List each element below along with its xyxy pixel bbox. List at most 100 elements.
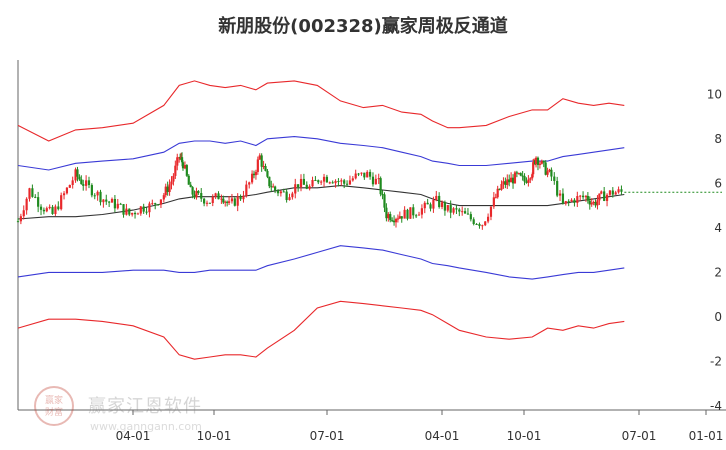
candle-body bbox=[294, 184, 297, 194]
candle-body bbox=[266, 170, 269, 177]
candle-body bbox=[556, 180, 559, 196]
candle-body bbox=[131, 212, 134, 215]
candle-body bbox=[455, 208, 458, 210]
candle-body bbox=[268, 176, 271, 187]
candle-body bbox=[305, 184, 308, 189]
candle-body bbox=[148, 203, 151, 213]
candle-body bbox=[108, 201, 111, 203]
candle-body bbox=[420, 208, 423, 215]
candle-body bbox=[548, 169, 551, 172]
candle-body bbox=[22, 210, 25, 217]
candle-body bbox=[151, 203, 154, 205]
candle-body bbox=[586, 195, 589, 201]
candle-body bbox=[527, 179, 530, 183]
candle-body bbox=[264, 166, 267, 171]
y-tick-label: 8 bbox=[714, 132, 722, 146]
candle-body bbox=[166, 186, 169, 193]
candle-body bbox=[272, 186, 275, 188]
candle-body bbox=[570, 199, 573, 202]
candle-body bbox=[567, 201, 570, 203]
candle-body bbox=[262, 166, 265, 168]
candle-body bbox=[409, 207, 412, 219]
candle-body bbox=[245, 184, 248, 197]
candle-body bbox=[39, 206, 43, 210]
candle-body bbox=[236, 196, 239, 206]
candle-body bbox=[492, 197, 495, 207]
candle-body bbox=[351, 178, 354, 181]
candle-body bbox=[185, 165, 188, 176]
candle-body bbox=[51, 206, 54, 214]
candle-body bbox=[391, 220, 394, 222]
candle-body bbox=[377, 178, 380, 180]
candle-body bbox=[113, 198, 116, 209]
candle-body bbox=[258, 155, 261, 160]
candle-body bbox=[285, 191, 288, 201]
x-tick-label: 01-01 bbox=[689, 429, 724, 443]
candle-body bbox=[598, 193, 601, 201]
candle-body bbox=[371, 176, 375, 185]
candle-body bbox=[525, 181, 528, 183]
candle-body bbox=[385, 207, 388, 219]
candle-body bbox=[517, 173, 520, 175]
candle-body bbox=[197, 191, 200, 194]
candle-body bbox=[550, 169, 553, 177]
y-tick-label: 6 bbox=[714, 176, 722, 190]
candle-body bbox=[102, 199, 105, 203]
candle-body bbox=[508, 179, 511, 183]
candle-body bbox=[423, 202, 426, 209]
candle-body bbox=[540, 160, 543, 164]
candle-body bbox=[484, 221, 487, 226]
chart-title: 新朋股份(002328)赢家周极反通道 bbox=[218, 16, 508, 37]
candle-body bbox=[31, 188, 34, 197]
candle-body bbox=[168, 184, 171, 193]
series-line-outer-lower bbox=[17, 300, 625, 360]
candle-body bbox=[603, 191, 606, 201]
candle-body bbox=[189, 184, 192, 188]
candle-body bbox=[122, 204, 125, 215]
candle-body bbox=[513, 172, 517, 184]
candle-body bbox=[42, 209, 46, 212]
candle-body bbox=[383, 194, 386, 208]
y-tick-label: -4 bbox=[710, 399, 722, 413]
candle-body bbox=[142, 206, 145, 212]
candle-body bbox=[381, 194, 384, 196]
candle-body bbox=[80, 179, 83, 185]
candle-body bbox=[195, 191, 198, 198]
candle-body bbox=[412, 207, 415, 216]
candle-body bbox=[99, 191, 102, 203]
candle-body bbox=[291, 193, 294, 198]
candle-body bbox=[588, 200, 591, 205]
candle-body bbox=[203, 198, 206, 204]
candle-body bbox=[211, 196, 214, 204]
candle-body bbox=[489, 206, 493, 217]
candle-body bbox=[230, 198, 234, 202]
candle-body bbox=[573, 199, 576, 203]
candle-body bbox=[469, 214, 472, 220]
candle-body bbox=[496, 188, 499, 198]
candle-body bbox=[325, 176, 329, 183]
candle-body bbox=[78, 176, 81, 180]
watermark-name: 赢家江恩软件 bbox=[88, 396, 202, 417]
candle-body bbox=[87, 180, 91, 186]
candle-body bbox=[193, 194, 196, 198]
candle-body bbox=[93, 195, 96, 197]
candle-body bbox=[475, 223, 478, 225]
candle-body bbox=[511, 177, 515, 184]
candle-body bbox=[136, 213, 140, 215]
candle-body bbox=[250, 173, 254, 183]
watermark-seal-icon: 赢家 财富 bbox=[34, 386, 74, 426]
candle-body bbox=[191, 187, 194, 195]
series-line-mid bbox=[17, 185, 625, 220]
candle-body bbox=[57, 206, 60, 210]
candle-body bbox=[532, 162, 535, 175]
candle-body bbox=[226, 201, 229, 203]
candle-body bbox=[317, 180, 320, 183]
candle-body bbox=[139, 206, 142, 214]
candle-body bbox=[449, 205, 452, 213]
candle-body bbox=[217, 193, 220, 200]
candle-body bbox=[176, 157, 179, 166]
candle-body bbox=[348, 180, 352, 185]
candle-body bbox=[523, 176, 526, 182]
candle-body bbox=[299, 178, 303, 188]
